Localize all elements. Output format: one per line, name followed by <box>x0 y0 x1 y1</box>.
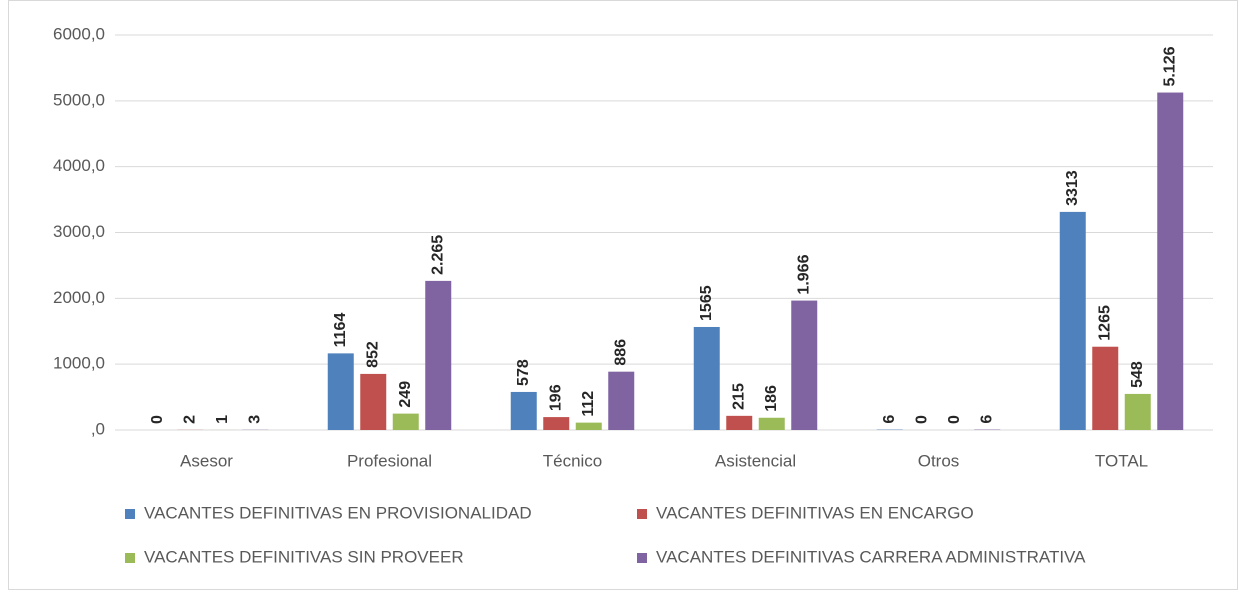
data-label: 196 <box>547 384 564 411</box>
bar <box>759 418 785 430</box>
data-label: 886 <box>612 339 629 366</box>
chart-border <box>9 1 1238 590</box>
bar <box>694 327 720 430</box>
data-label: 1565 <box>698 285 715 321</box>
bar <box>425 281 451 430</box>
bar <box>1157 93 1183 430</box>
data-label: 5.126 <box>1161 46 1178 86</box>
y-tick-label: 4000,0 <box>53 156 105 175</box>
legend-label: VACANTES DEFINITIVAS EN PROVISIONALIDAD <box>144 503 532 522</box>
bar <box>393 414 419 430</box>
legend-swatch <box>125 509 135 519</box>
data-label: 2.265 <box>429 235 446 275</box>
x-tick-label: Técnico <box>543 451 603 470</box>
x-tick-label: Profesional <box>347 451 432 470</box>
x-tick-label: Asesor <box>180 451 233 470</box>
bar <box>608 372 634 430</box>
y-tick-label: 6000,0 <box>53 24 105 43</box>
data-label: 0 <box>149 415 166 424</box>
bar <box>328 353 354 430</box>
data-label: 215 <box>730 383 747 410</box>
data-label: 578 <box>515 359 532 386</box>
bar <box>1060 212 1086 430</box>
data-label: 186 <box>763 385 780 412</box>
bar <box>511 392 537 430</box>
data-label: 6 <box>978 415 995 424</box>
legend-label: VACANTES DEFINITIVAS CARRERA ADMINISTRAT… <box>656 547 1086 566</box>
y-tick-label: 2000,0 <box>53 288 105 307</box>
data-label: 249 <box>397 381 414 408</box>
data-label: 1 <box>214 415 231 424</box>
data-label: 3313 <box>1064 170 1081 206</box>
data-label: 1265 <box>1096 305 1113 341</box>
data-label: 548 <box>1129 361 1146 388</box>
data-label: 3 <box>246 415 263 424</box>
x-tick-label: Otros <box>918 451 960 470</box>
data-label: 852 <box>364 341 381 368</box>
data-label: 6 <box>881 415 898 424</box>
data-label: 112 <box>580 391 597 417</box>
legend-label: VACANTES DEFINITIVAS EN ENCARGO <box>656 503 974 522</box>
legend-swatch <box>125 553 135 563</box>
y-tick-label: ,0 <box>91 419 105 438</box>
x-tick-label: Asistencial <box>715 451 796 470</box>
legend-swatch <box>637 553 647 563</box>
bar <box>726 416 752 430</box>
y-tick-label: 3000,0 <box>53 222 105 241</box>
data-label: 0 <box>913 415 930 424</box>
bar <box>360 374 386 430</box>
x-tick-label: TOTAL <box>1095 451 1148 470</box>
legend-swatch <box>637 509 647 519</box>
bar <box>576 423 602 430</box>
bar <box>791 301 817 430</box>
bar <box>1092 347 1118 430</box>
data-label: 1164 <box>332 313 349 348</box>
legend-label: VACANTES DEFINITIVAS SIN PROVEER <box>144 547 464 566</box>
y-tick-label: 1000,0 <box>53 354 105 373</box>
bar <box>1125 394 1151 430</box>
data-label: 2 <box>181 415 198 424</box>
data-label: 0 <box>946 415 963 424</box>
y-tick-label: 5000,0 <box>53 90 105 109</box>
bar <box>543 417 569 430</box>
data-label: 1.966 <box>795 254 812 294</box>
